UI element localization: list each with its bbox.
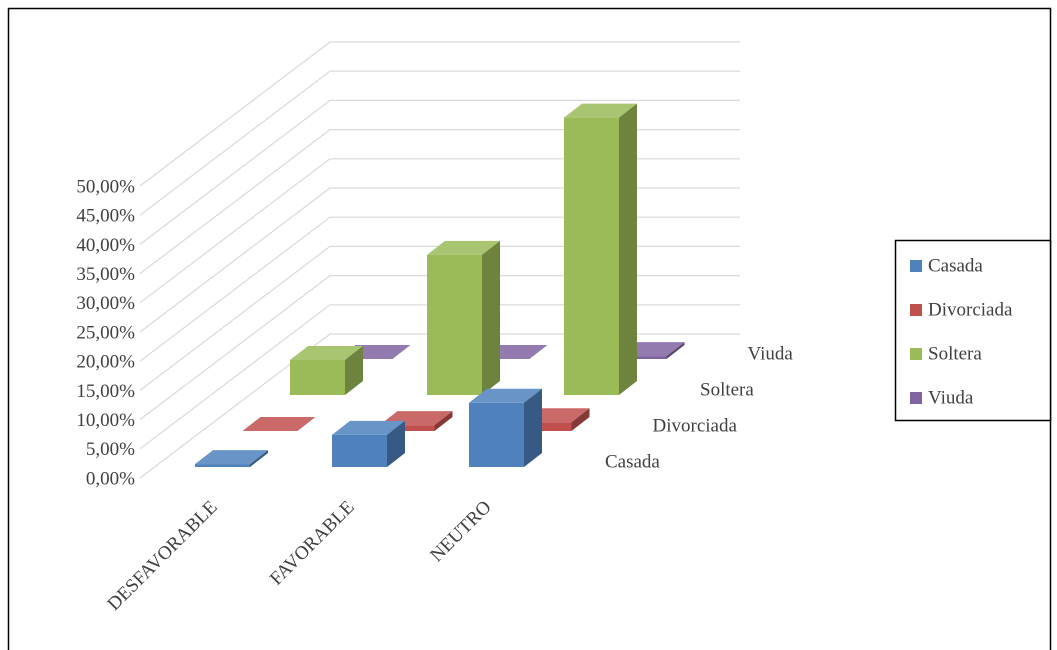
legend-label: Divorciada [928, 299, 1013, 320]
y-tick-label: 30,00% [76, 293, 135, 314]
x-tick-label: FAVORABLE [266, 497, 359, 590]
bar-front [469, 402, 524, 467]
y-tick-label: 5,00% [86, 439, 135, 460]
bar-front [379, 425, 435, 431]
depth-label: Soltera [700, 379, 754, 400]
legend-label: Casada [928, 255, 983, 276]
bar-top [427, 240, 500, 255]
y-tick-label: 10,00% [76, 410, 135, 431]
y-tick-label: 45,00% [76, 206, 135, 227]
bar-side [387, 420, 405, 467]
bar-top [242, 417, 316, 431]
bar-top [332, 420, 405, 435]
legend-swatch [910, 304, 922, 316]
grid-line [139, 99, 740, 245]
bar-front [332, 434, 387, 467]
bar-front [516, 422, 572, 431]
bar-front [564, 117, 619, 395]
legend-swatch [910, 260, 922, 272]
legend-label: Soltera [928, 343, 982, 364]
y-tick-label: 0,00% [86, 468, 135, 489]
depth-label: Casada [605, 451, 660, 472]
y-tick-label: 15,00% [76, 381, 135, 402]
legend-swatch [910, 348, 922, 360]
bar-front [290, 359, 345, 395]
bar-side [619, 103, 637, 395]
bar-top [195, 450, 268, 465]
bar-side [345, 345, 363, 395]
bar-side [524, 388, 542, 467]
bar-top [469, 388, 542, 403]
y-tick-label: 40,00% [76, 235, 135, 256]
bar-front [427, 254, 482, 395]
legend-swatch [910, 392, 922, 404]
bar-side [482, 240, 500, 395]
bar-side [250, 450, 268, 467]
legend-label: Viuda [928, 387, 974, 408]
y-tick-label: 35,00% [76, 264, 135, 285]
x-tick-label: DESFAVORABLE [103, 497, 221, 615]
grid-line [139, 41, 740, 187]
y-tick-label: 25,00% [76, 322, 135, 343]
depth-label: Divorciada [653, 415, 738, 436]
bar-side [434, 411, 453, 431]
depth-label: Viuda [748, 343, 794, 364]
bar-top [564, 103, 637, 118]
bar-side [666, 342, 685, 359]
grid-line [139, 70, 740, 216]
x-tick-label: NEUTRO [426, 497, 495, 566]
bar-side [571, 408, 590, 431]
bar-front [611, 356, 667, 359]
bar-front [195, 464, 250, 467]
y-tick-label: 20,00% [76, 352, 135, 373]
bar-top [290, 345, 363, 360]
y-tick-label: 50,00% [76, 176, 135, 197]
